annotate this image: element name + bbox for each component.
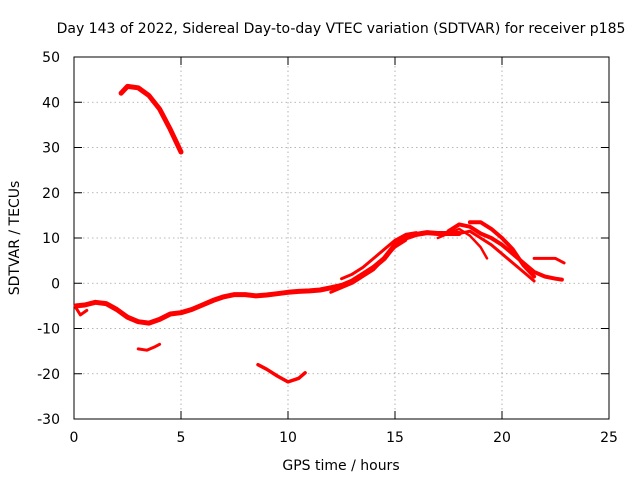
y-tick-label: 30 [42,141,60,157]
series-arc-bottom [256,362,307,384]
x-tick-label: 20 [493,430,511,446]
series-arc-top [118,83,184,155]
x-tick-label: 0 [70,430,79,446]
y-axis-label: SDTVAR / TECUs [7,181,23,296]
series-trace-start [74,306,89,317]
series-seg-mid [136,342,162,352]
series-trace-a [446,222,564,282]
x-tick-label: 25 [600,430,618,446]
data-series [73,83,566,384]
grid [74,57,609,419]
x-tick-labels: 0 5 10 15 20 25 [70,430,618,446]
series-main-trace [73,230,462,326]
x-tick-label: 10 [279,430,297,446]
y-tick-label: -30 [37,412,60,428]
series-trace-b [467,220,537,279]
series-trace-c [457,229,536,283]
series-trace-d [436,227,489,260]
x-tick-label: 15 [386,430,404,446]
y-tick-label: 10 [42,231,60,247]
axis-ticks [73,56,610,420]
y-tick-label: -10 [37,322,60,338]
y-tick-label: 20 [42,186,60,202]
series-trace-lower [329,238,408,294]
y-tick-label: 50 [42,50,60,66]
y-tick-label: 0 [51,276,60,292]
y-tick-labels: -30 -20 -10 0 10 20 30 40 50 [37,50,60,428]
x-tick-label: 5 [177,430,186,446]
chart-title: Day 143 of 2022, Sidereal Day-to-day VTE… [57,21,626,37]
y-tick-label: -20 [37,367,60,383]
series-trace-upper [340,231,418,281]
series-trace-tail [532,256,566,265]
y-tick-label: 40 [42,95,60,111]
x-axis-label: GPS time / hours [282,458,399,474]
